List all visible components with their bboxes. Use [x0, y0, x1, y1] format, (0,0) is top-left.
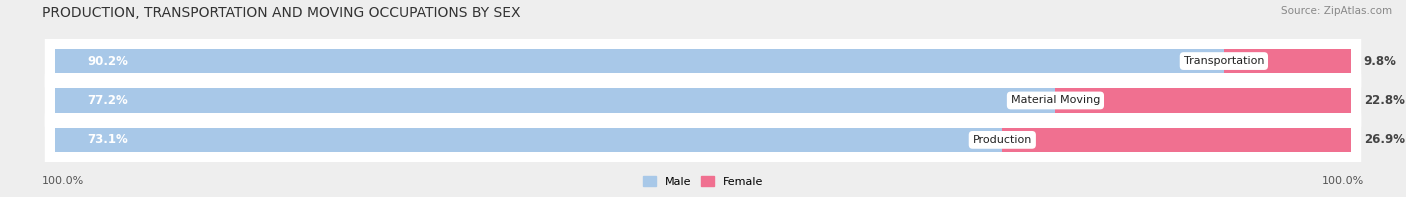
Text: 77.2%: 77.2% — [87, 94, 128, 107]
Text: Transportation: Transportation — [1184, 56, 1264, 66]
FancyBboxPatch shape — [45, 105, 1361, 175]
FancyBboxPatch shape — [45, 65, 1361, 136]
Legend: Male, Female: Male, Female — [638, 172, 768, 191]
FancyBboxPatch shape — [45, 26, 1361, 96]
Bar — [1056, 88, 1351, 113]
Bar — [55, 88, 1056, 113]
Text: 26.9%: 26.9% — [1364, 133, 1405, 146]
Text: 90.2%: 90.2% — [87, 55, 128, 68]
Bar — [55, 128, 1002, 152]
Bar — [1002, 128, 1351, 152]
Bar — [55, 49, 1223, 73]
Text: Material Moving: Material Moving — [1011, 96, 1099, 105]
Text: 100.0%: 100.0% — [42, 176, 84, 186]
Text: 9.8%: 9.8% — [1364, 55, 1396, 68]
Text: Source: ZipAtlas.com: Source: ZipAtlas.com — [1281, 6, 1392, 16]
Text: PRODUCTION, TRANSPORTATION AND MOVING OCCUPATIONS BY SEX: PRODUCTION, TRANSPORTATION AND MOVING OC… — [42, 6, 520, 20]
Text: 73.1%: 73.1% — [87, 133, 128, 146]
Text: 100.0%: 100.0% — [1322, 176, 1364, 186]
Bar — [1223, 49, 1351, 73]
Text: Production: Production — [973, 135, 1032, 145]
Text: 22.8%: 22.8% — [1364, 94, 1405, 107]
